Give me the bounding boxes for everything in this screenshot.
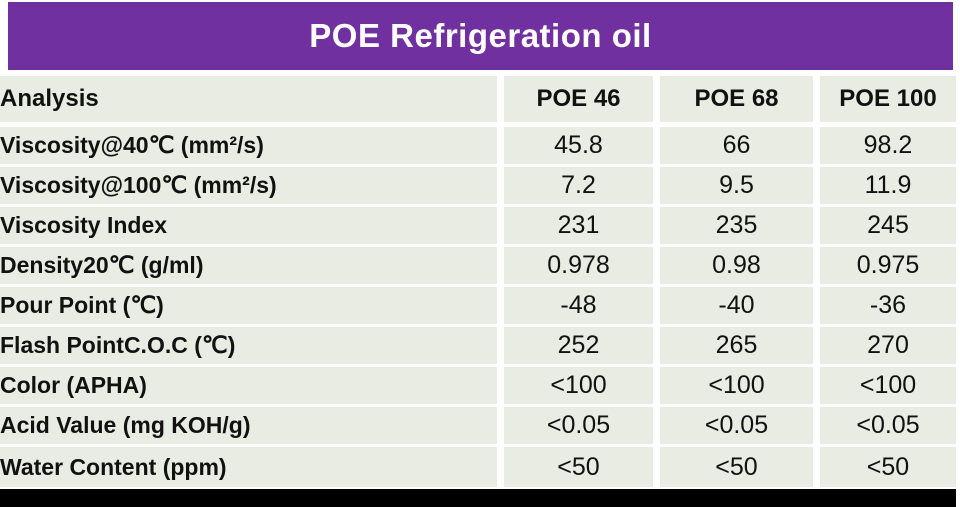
- cell-value: <50: [497, 447, 653, 487]
- row-label: Color (APHA): [0, 367, 497, 407]
- cell-value: 0.975: [813, 247, 956, 287]
- cell-value: <0.05: [653, 407, 813, 447]
- row-label: Water Content (ppm): [0, 447, 497, 487]
- spec-table: Analysis POE 46 POE 68 POE 100 Viscosity…: [0, 76, 956, 487]
- cell-value: -48: [497, 287, 653, 327]
- table-row: Color (APHA) <100 <100 <100: [0, 367, 956, 407]
- cell-value: 245: [813, 207, 956, 247]
- cell-value: 66: [653, 127, 813, 167]
- cell-value: 265: [653, 327, 813, 367]
- table-row: Viscosity@40℃ (mm²/s) 45.8 66 98.2: [0, 127, 956, 167]
- column-header-analysis: Analysis: [0, 76, 497, 127]
- row-label: Viscosity Index: [0, 207, 497, 247]
- column-header-poe100: POE 100: [813, 76, 956, 127]
- cell-value: -40: [653, 287, 813, 327]
- table-row: Flash PointC.O.C (℃) 252 265 270: [0, 327, 956, 367]
- cell-value: <50: [813, 447, 956, 487]
- cell-value: <0.05: [813, 407, 956, 447]
- cell-value: 7.2: [497, 167, 653, 207]
- table-row: Water Content (ppm) <50 <50 <50: [0, 447, 956, 487]
- row-label: Acid Value (mg KOH/g): [0, 407, 497, 447]
- cell-value: <100: [497, 367, 653, 407]
- table-row: Viscosity@100℃ (mm²/s) 7.2 9.5 11.9: [0, 167, 956, 207]
- table-row: Viscosity Index 231 235 245: [0, 207, 956, 247]
- cell-value: 98.2: [813, 127, 956, 167]
- row-label: Pour Point (℃): [0, 287, 497, 327]
- cell-value: 45.8: [497, 127, 653, 167]
- bottom-black-bar: [0, 489, 956, 507]
- row-label: Flash PointC.O.C (℃): [0, 327, 497, 367]
- row-label: Viscosity@100℃ (mm²/s): [0, 167, 497, 207]
- cell-value: 9.5: [653, 167, 813, 207]
- title-bar: POE Refrigeration oil: [8, 2, 953, 70]
- cell-value: 0.98: [653, 247, 813, 287]
- cell-value: -36: [813, 287, 956, 327]
- column-header-poe68: POE 68: [653, 76, 813, 127]
- row-label: Viscosity@40℃ (mm²/s): [0, 127, 497, 167]
- cell-value: 11.9: [813, 167, 956, 207]
- cell-value: 235: [653, 207, 813, 247]
- cell-value: 231: [497, 207, 653, 247]
- cell-value: 0.978: [497, 247, 653, 287]
- cell-value: <0.05: [497, 407, 653, 447]
- cell-value: <100: [653, 367, 813, 407]
- column-header-poe46: POE 46: [497, 76, 653, 127]
- cell-value: <100: [813, 367, 956, 407]
- table-header-row: Analysis POE 46 POE 68 POE 100: [0, 76, 956, 127]
- page-title: POE Refrigeration oil: [309, 17, 652, 54]
- cell-value: 252: [497, 327, 653, 367]
- cell-value: 270: [813, 327, 956, 367]
- table-row: Pour Point (℃) -48 -40 -36: [0, 287, 956, 327]
- row-label: Density20℃ (g/ml): [0, 247, 497, 287]
- table-row: Acid Value (mg KOH/g) <0.05 <0.05 <0.05: [0, 407, 956, 447]
- table-row: Density20℃ (g/ml) 0.978 0.98 0.975: [0, 247, 956, 287]
- cell-value: <50: [653, 447, 813, 487]
